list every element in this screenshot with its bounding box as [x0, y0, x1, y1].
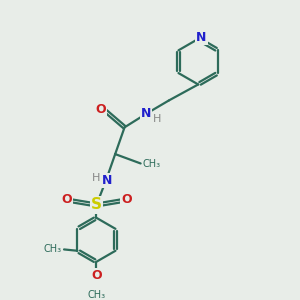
Text: H: H: [153, 114, 161, 124]
Text: O: O: [61, 193, 72, 206]
Text: N: N: [102, 174, 112, 188]
Text: H: H: [92, 173, 100, 183]
Text: CH₃: CH₃: [143, 159, 161, 169]
Text: O: O: [96, 103, 106, 116]
Text: O: O: [121, 193, 132, 206]
Text: N: N: [196, 31, 207, 44]
Text: O: O: [91, 268, 102, 282]
Text: N: N: [141, 107, 151, 120]
Text: S: S: [91, 197, 102, 212]
Text: CH₃: CH₃: [87, 290, 106, 300]
Text: CH₃: CH₃: [43, 244, 62, 254]
